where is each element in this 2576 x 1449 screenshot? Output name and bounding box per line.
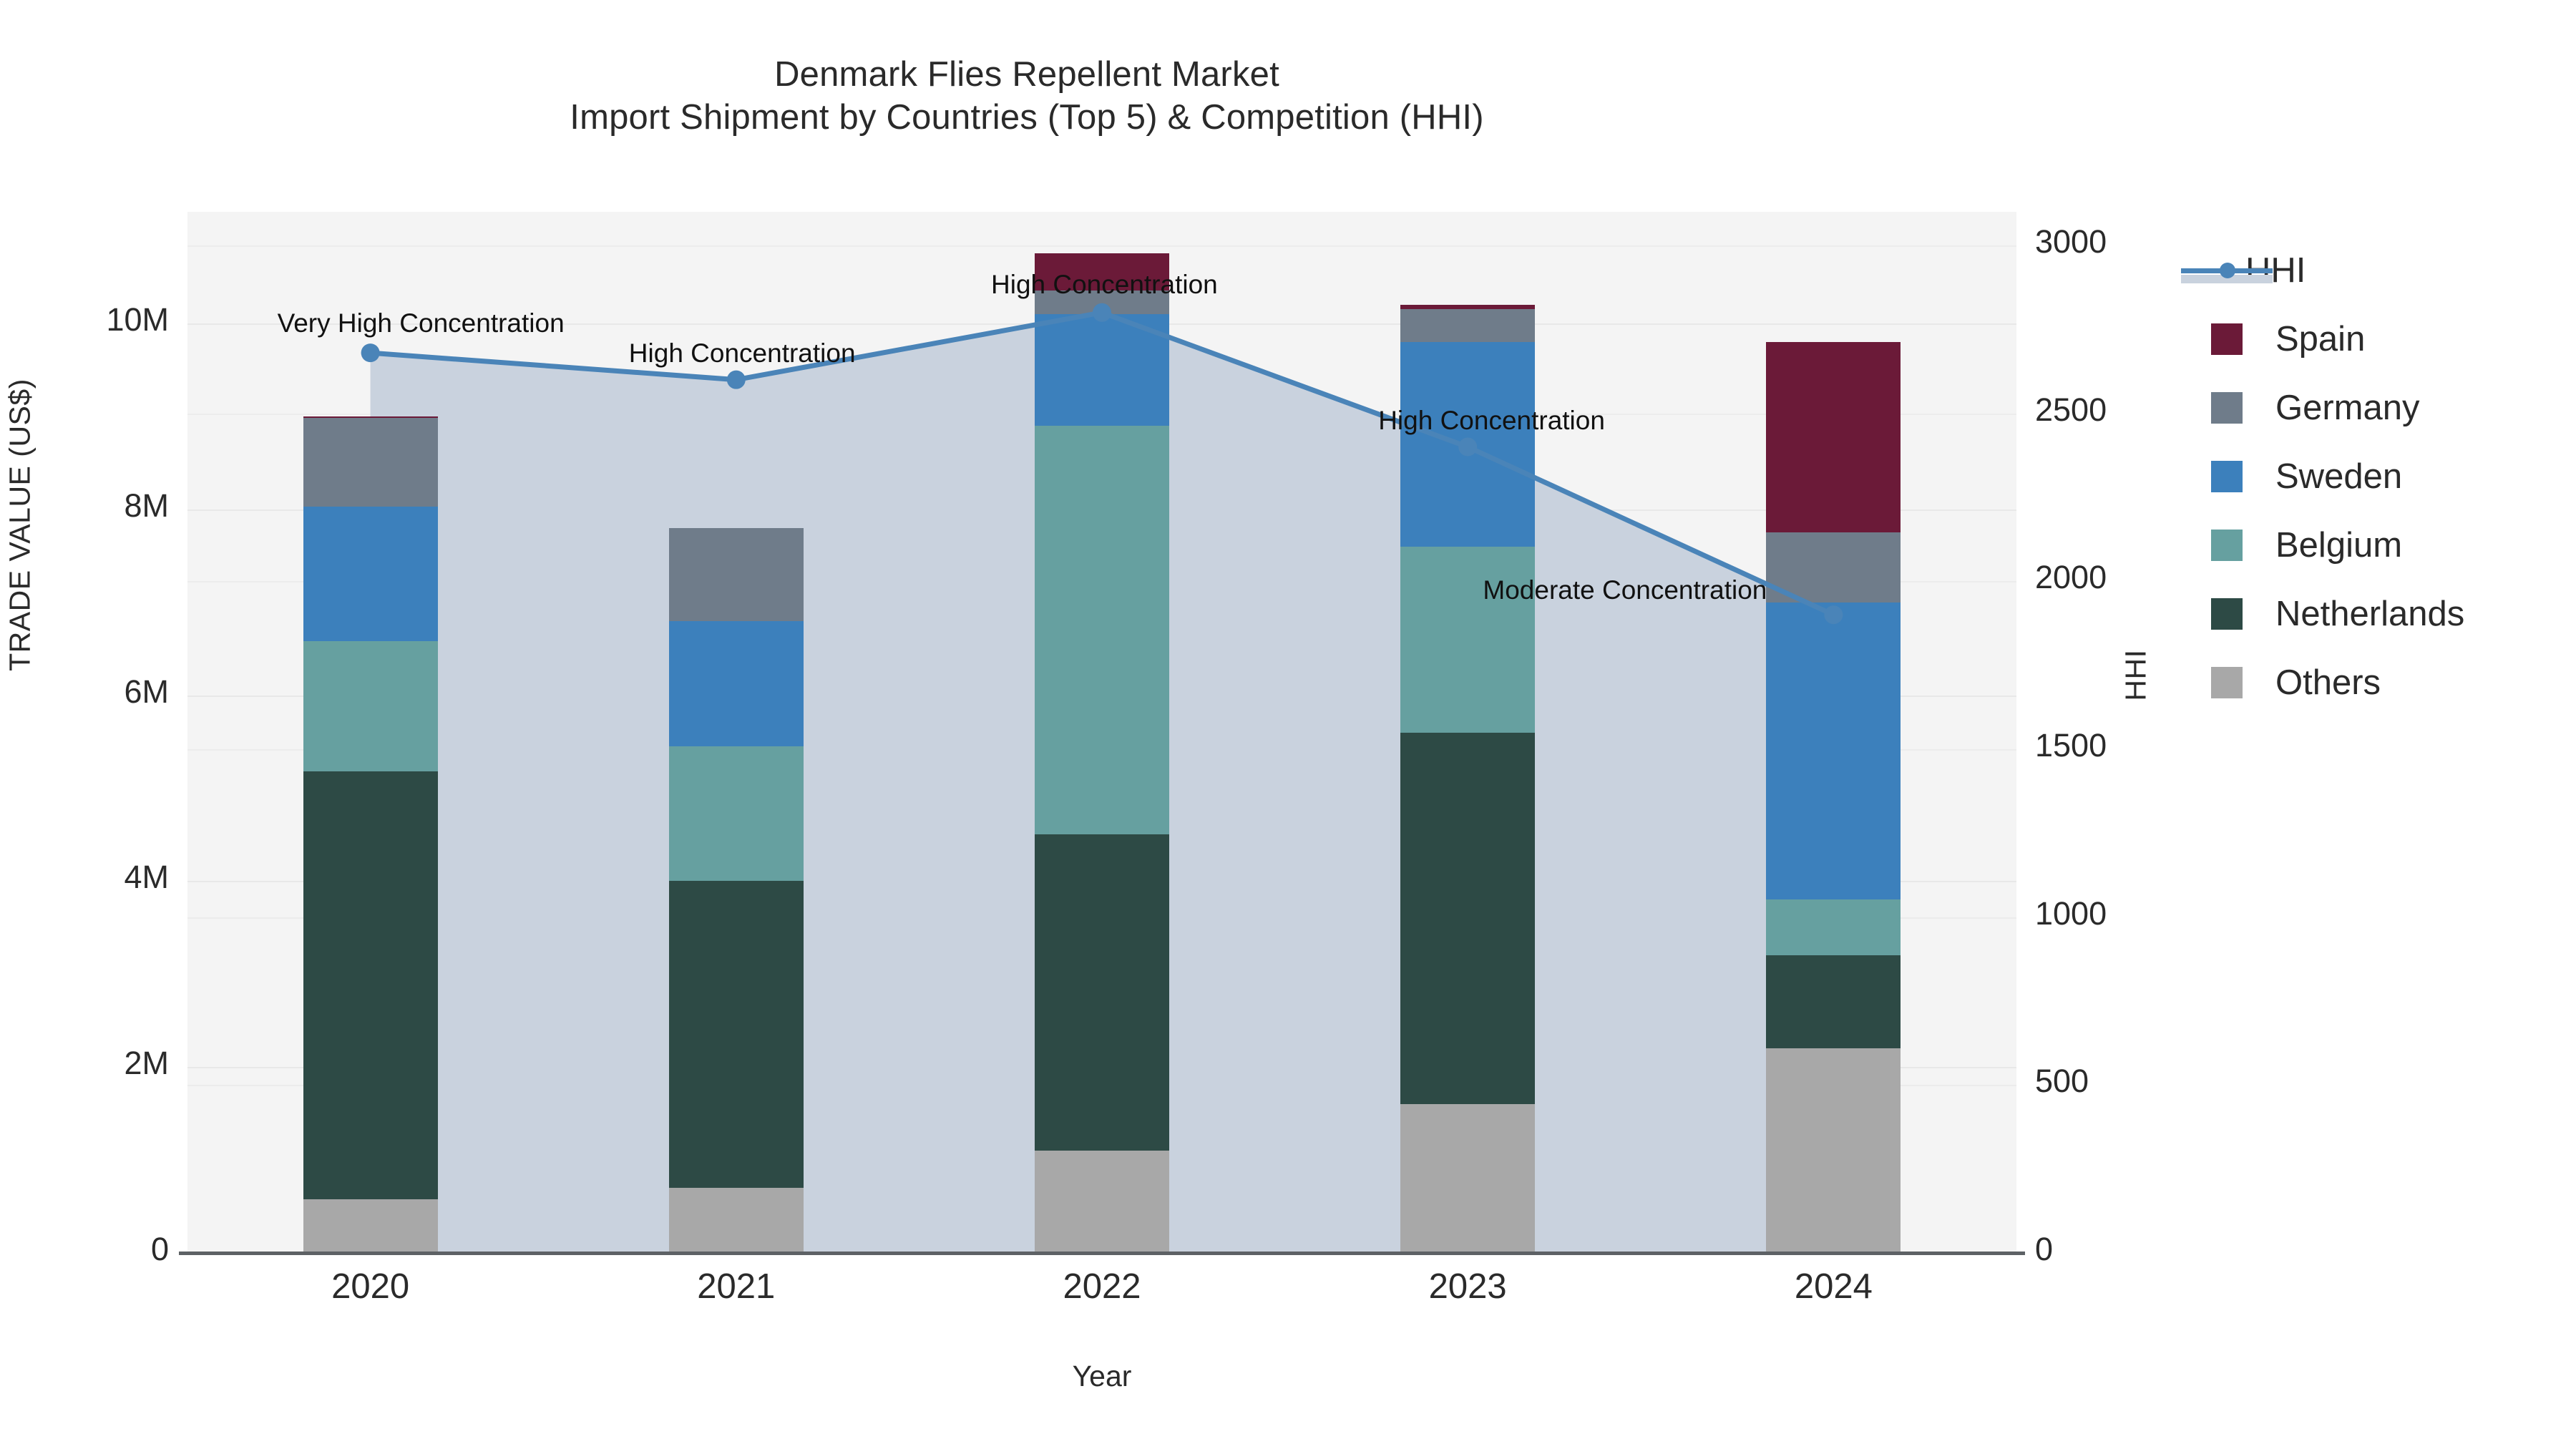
x-tick-2022: 2022: [1063, 1267, 1141, 1306]
legend-swatch-icon: [2211, 598, 2243, 630]
x-tick-2020: 2020: [331, 1267, 410, 1306]
bar-segment-netherlands[interactable]: [1766, 955, 1901, 1049]
bar-segment-others[interactable]: [1766, 1048, 1901, 1253]
legend-item-others[interactable]: Others: [2211, 648, 2576, 717]
legend-item-sweden[interactable]: Sweden: [2211, 442, 2576, 511]
legend-item-netherlands[interactable]: Netherlands: [2211, 580, 2576, 648]
bar-segment-spain[interactable]: [1766, 341, 1901, 533]
bar-segment-belgium[interactable]: [1766, 899, 1901, 956]
y-tick-right: 3000: [2035, 223, 2107, 260]
bar-segment-germany[interactable]: [668, 527, 804, 621]
legend-label: Others: [2275, 663, 2381, 702]
y-tick-left: 6M: [124, 673, 169, 710]
legend-swatch-icon: [2211, 530, 2243, 561]
y-tick-right: 1000: [2035, 894, 2107, 932]
bar-segment-netherlands[interactable]: [303, 771, 438, 1199]
legend-label: Belgium: [2275, 526, 2403, 565]
hhi-marker[interactable]: [726, 370, 746, 389]
y-tick-right: 0: [2035, 1231, 2054, 1267]
y-tick-right: 2000: [2035, 559, 2107, 596]
legend-label: Sweden: [2275, 457, 2403, 496]
y-axis-right-label: HHI: [2119, 649, 2152, 701]
x-tick-2024: 2024: [1794, 1267, 1873, 1306]
bar-segment-others[interactable]: [1035, 1151, 1169, 1253]
hhi-marker[interactable]: [1093, 303, 1111, 322]
legend-swatch-icon: [2211, 667, 2243, 698]
y-tick-right: 500: [2035, 1063, 2089, 1100]
hhi-line: [370, 310, 1835, 618]
bar-stack-2020[interactable]: [303, 212, 438, 1253]
legend-item-hhi[interactable]: HHI: [2181, 236, 2576, 305]
annotation-2024: Moderate Concentration: [1483, 575, 1767, 605]
bar-segment-others[interactable]: [1400, 1104, 1536, 1253]
legend-swatch-icon: [2211, 392, 2243, 424]
page-title: Denmark Flies Repellent Market: [774, 55, 1279, 94]
legend-swatch-icon: [2211, 323, 2243, 355]
legend-item-germany[interactable]: Germany: [2211, 374, 2576, 442]
bar-segment-germany[interactable]: [1400, 309, 1536, 342]
annotation-2020: Very High Concentration: [277, 308, 565, 338]
bar-segment-belgium[interactable]: [1400, 546, 1536, 733]
x-tick-2021: 2021: [697, 1267, 776, 1306]
bar-stack-2022[interactable]: [1035, 212, 1169, 1253]
hhi-marker[interactable]: [1458, 437, 1478, 457]
legend-label: Netherlands: [2275, 595, 2465, 633]
bar-stack-2023[interactable]: [1400, 212, 1536, 1253]
y-tick-right: 1500: [2035, 726, 2107, 763]
legend-item-belgium[interactable]: Belgium: [2211, 511, 2576, 580]
gridline-secondary: [187, 245, 2016, 247]
legend-swatch-icon: [2211, 461, 2243, 492]
y-tick-left: 2M: [124, 1045, 169, 1082]
legend-label: Germany: [2275, 389, 2420, 427]
hhi-marker[interactable]: [361, 343, 380, 363]
bar-stack-2021[interactable]: [668, 212, 804, 1253]
x-axis-label: Year: [1072, 1360, 1132, 1392]
annotation-2022: High Concentration: [991, 269, 1218, 299]
chart-legend: HHI Spain Germany Sweden Belgium Netherlands O…: [2181, 236, 2576, 717]
x-tick-2023: 2023: [1428, 1267, 1507, 1306]
hhi-line-icon: [2181, 255, 2273, 286]
bar-segment-netherlands[interactable]: [1400, 732, 1536, 1105]
chart-subtitle: Import Shipment by Countries (Top 5) & C…: [570, 97, 1484, 137]
bar-segment-others[interactable]: [303, 1199, 438, 1253]
bar-segment-germany[interactable]: [1766, 532, 1901, 602]
bar-segment-belgium[interactable]: [303, 641, 438, 772]
bar-segment-sweden[interactable]: [1766, 602, 1901, 900]
bar-segment-sweden[interactable]: [303, 506, 438, 642]
y-tick-left: 0: [150, 1231, 169, 1267]
bar-segment-netherlands[interactable]: [1035, 834, 1169, 1151]
annotation-2021: High Concentration: [628, 338, 856, 368]
bar-segment-spain[interactable]: [303, 416, 438, 419]
y-tick-left: 4M: [124, 859, 169, 896]
x-axis-line: [179, 1252, 2025, 1255]
annotation-2023: High Concentration: [1378, 405, 1605, 435]
y-tick-left: 10M: [106, 301, 169, 338]
bar-segment-netherlands[interactable]: [668, 881, 804, 1189]
hhi-line-overlay: [361, 303, 1843, 625]
bar-segment-sweden[interactable]: [668, 620, 804, 746]
plot-area: Very High Concentration High Concentratio…: [187, 212, 2016, 1254]
bar-segment-germany[interactable]: [303, 418, 438, 507]
bar-segment-others[interactable]: [668, 1188, 804, 1253]
y-tick-left: 8M: [124, 487, 169, 524]
bar-segment-spain[interactable]: [1400, 304, 1536, 310]
chart-title-block: Denmark Flies Repellent Market Import Sh…: [0, 54, 2054, 140]
bar-stack-2024[interactable]: [1766, 212, 1901, 1253]
legend-item-spain[interactable]: Spain: [2211, 305, 2576, 374]
legend-label: Spain: [2275, 320, 2366, 358]
bar-segment-belgium[interactable]: [1035, 425, 1169, 835]
y-tick-right: 2500: [2035, 391, 2107, 428]
bar-segment-belgium[interactable]: [668, 746, 804, 882]
bar-segment-spain[interactable]: [1035, 253, 1169, 291]
y-axis-left-label: TRADE VALUE (US$): [3, 379, 36, 671]
bar-segment-sweden[interactable]: [1035, 313, 1169, 426]
hhi-marker[interactable]: [1824, 605, 1843, 625]
